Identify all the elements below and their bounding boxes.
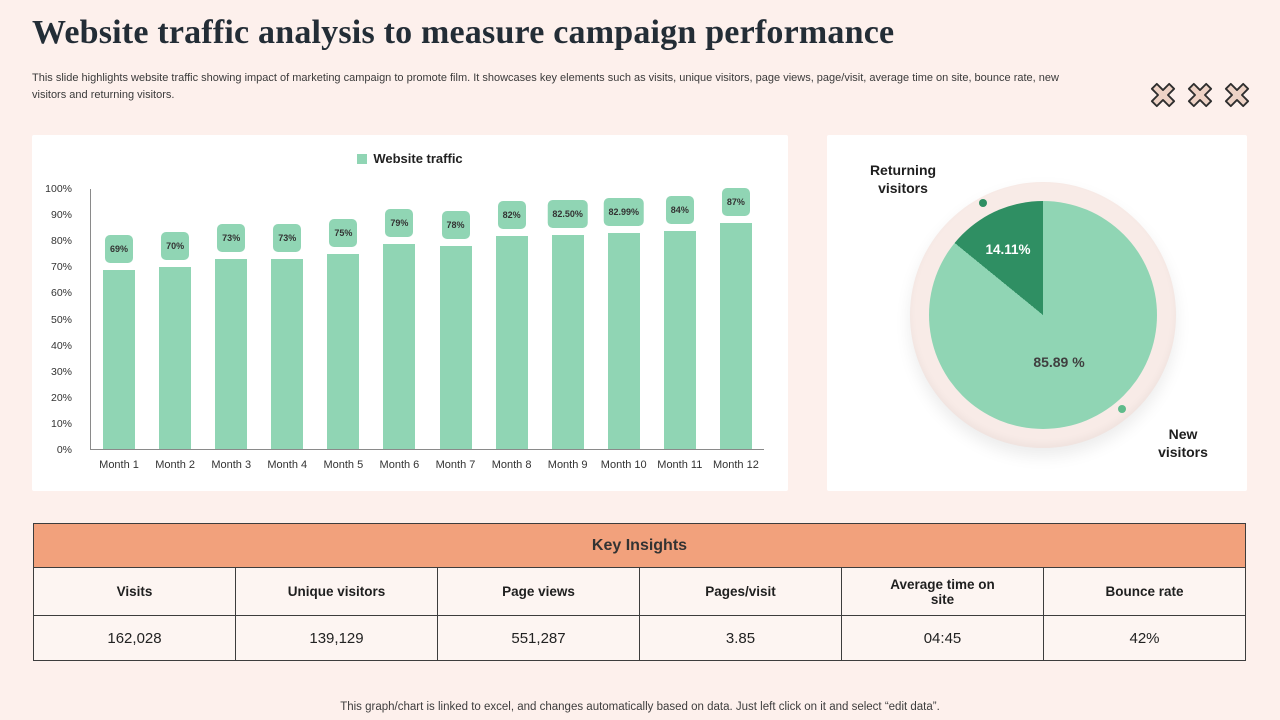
bar-column: 73% Month 4	[259, 189, 315, 471]
y-axis-label: 20%	[50, 391, 72, 404]
bar-column: 75% Month 5	[315, 189, 371, 471]
bar-column: 82.50% Month 9	[540, 189, 596, 471]
x-axis-label: Month 3	[211, 459, 252, 471]
x-axis-label: Month 11	[657, 459, 703, 471]
cross-icon	[1224, 82, 1250, 108]
y-axis-label: 100%	[45, 183, 72, 195]
table-value-row: 162,028 139,129 551,287 3.85 04:45 42%	[33, 615, 1246, 661]
header-average-time-on-site: Average time on site	[841, 567, 1044, 616]
legend-swatch	[357, 153, 368, 164]
bar-value-label: 78%	[441, 211, 470, 240]
bar-value-label: 84%	[665, 195, 694, 224]
value-bounce-rate: 42%	[1043, 615, 1246, 661]
bar-column: 84% Month 11	[652, 189, 708, 471]
y-axis-label: 70%	[50, 261, 72, 274]
bar-value-label: 82.99%	[603, 198, 644, 227]
table-header-row: Visits Unique visitors Page views Pages/…	[33, 567, 1246, 616]
x-axis-label: Month 12	[712, 459, 759, 471]
cross-icon	[1187, 82, 1213, 108]
header-unique-visitors: Unique visitors	[235, 567, 438, 616]
bar-column: 79% Month 6	[371, 189, 427, 471]
pie-label-new-visitors: New visitors	[1158, 426, 1208, 461]
bar-column: 69% Month 1	[91, 189, 147, 471]
header-page-views: Page views	[437, 567, 640, 616]
bar	[663, 230, 696, 449]
page-title: Website traffic analysis to measure camp…	[32, 14, 895, 51]
x-axis-label: Month 1	[99, 459, 139, 471]
bar-column: 82% Month 8	[484, 189, 540, 471]
bar-value-label: 82.50%	[547, 199, 588, 228]
y-axis-label: 0%	[56, 444, 72, 456]
value-pages-visit: 3.85	[639, 615, 842, 661]
y-axis-label: 30%	[50, 365, 72, 378]
bar	[719, 222, 752, 449]
x-axis-label: Month 6	[379, 459, 420, 471]
bar	[383, 243, 416, 449]
bar-value-label: 75%	[329, 219, 358, 247]
y-axis-label: 90%	[50, 209, 72, 222]
x-axis-label: Month 8	[491, 459, 532, 471]
bar-column: 70% Month 2	[147, 189, 203, 471]
bar-value-label: 73%	[273, 224, 302, 253]
returning-visitors-value: 14.11%	[985, 242, 1031, 257]
bar	[607, 233, 640, 449]
bar	[439, 246, 472, 449]
new-visitors-dot	[1118, 405, 1126, 413]
bar	[271, 259, 304, 449]
pie-chart-panel[interactable]: Returning visitors 14.11% 85.89 % New vi…	[827, 135, 1247, 491]
bar-column: 78% Month 7	[427, 189, 483, 471]
bar-chart-panel[interactable]: Website traffic 100% 90% 80% 70% 60% 50% 40% 30…	[32, 135, 788, 491]
x-axis-label: Month 9	[547, 459, 588, 471]
value-unique-visitors: 139,129	[235, 615, 438, 661]
bar-chart-columns: 69% Month 1 70% Month 2 73% Month 3 73% Month 4…	[90, 187, 764, 471]
bar	[159, 267, 192, 449]
value-visits: 162,028	[33, 615, 236, 661]
bar	[103, 269, 136, 449]
pie-plate: 14.11% 85.89 %	[910, 182, 1176, 448]
cross-icon	[1150, 82, 1176, 108]
chart-legend: Website traffic	[32, 151, 788, 166]
bar-column: 82.99% Month 10	[596, 189, 652, 471]
y-axis-label: 60%	[50, 287, 72, 300]
x-axis-label: Month 5	[323, 459, 364, 471]
returning-visitors-dot	[979, 199, 987, 207]
bar-column: 87% Month 12	[708, 187, 764, 471]
bar	[551, 234, 584, 449]
bar-value-label: 69%	[105, 234, 134, 263]
y-axis-label: 40%	[50, 339, 72, 352]
bar-column: 73% Month 3	[203, 189, 259, 471]
bar-value-label: 87%	[721, 187, 750, 216]
y-axis-label: 10%	[50, 417, 72, 430]
bar-value-label: 82%	[497, 200, 526, 229]
bar-value-label: 70%	[161, 232, 190, 260]
bar	[215, 259, 248, 449]
legend-label: Website traffic	[373, 151, 463, 166]
x-axis-label: Month 2	[155, 459, 195, 471]
y-axis-label: 50%	[50, 313, 72, 326]
x-axis-label: Month 10	[600, 459, 647, 471]
table-title: Key Insights	[33, 523, 1246, 568]
page-subtitle: This slide highlights website traffic sh…	[32, 72, 1059, 101]
key-insights-table: Key Insights Visits Unique visitors Page…	[33, 523, 1246, 661]
value-average-time-on-site: 04:45	[841, 615, 1044, 661]
bar	[327, 254, 360, 449]
header-pages-visit: Pages/visit	[639, 567, 842, 616]
bar-value-label: 73%	[217, 224, 246, 253]
bar	[495, 235, 528, 449]
footer-note: This graph/chart is linked to excel, and…	[340, 701, 940, 713]
pie-label-returning-visitors: Returning visitors	[869, 162, 937, 197]
pie: 14.11% 85.89 %	[929, 201, 1157, 429]
y-axis-label: 80%	[50, 235, 72, 248]
decorative-crosses	[1148, 80, 1252, 110]
bar-value-label: 79%	[385, 208, 414, 237]
header-visits: Visits	[33, 567, 236, 616]
header-bounce-rate: Bounce rate	[1043, 567, 1246, 616]
x-axis-label: Month 7	[435, 459, 476, 471]
y-axis: 100% 90% 80% 70% 60% 50% 40% 30% 20% 10% 0%	[32, 183, 82, 456]
value-page-views: 551,287	[437, 615, 640, 661]
new-visitors-value: 85.89 %	[1033, 354, 1085, 370]
x-axis-label: Month 4	[267, 459, 308, 471]
